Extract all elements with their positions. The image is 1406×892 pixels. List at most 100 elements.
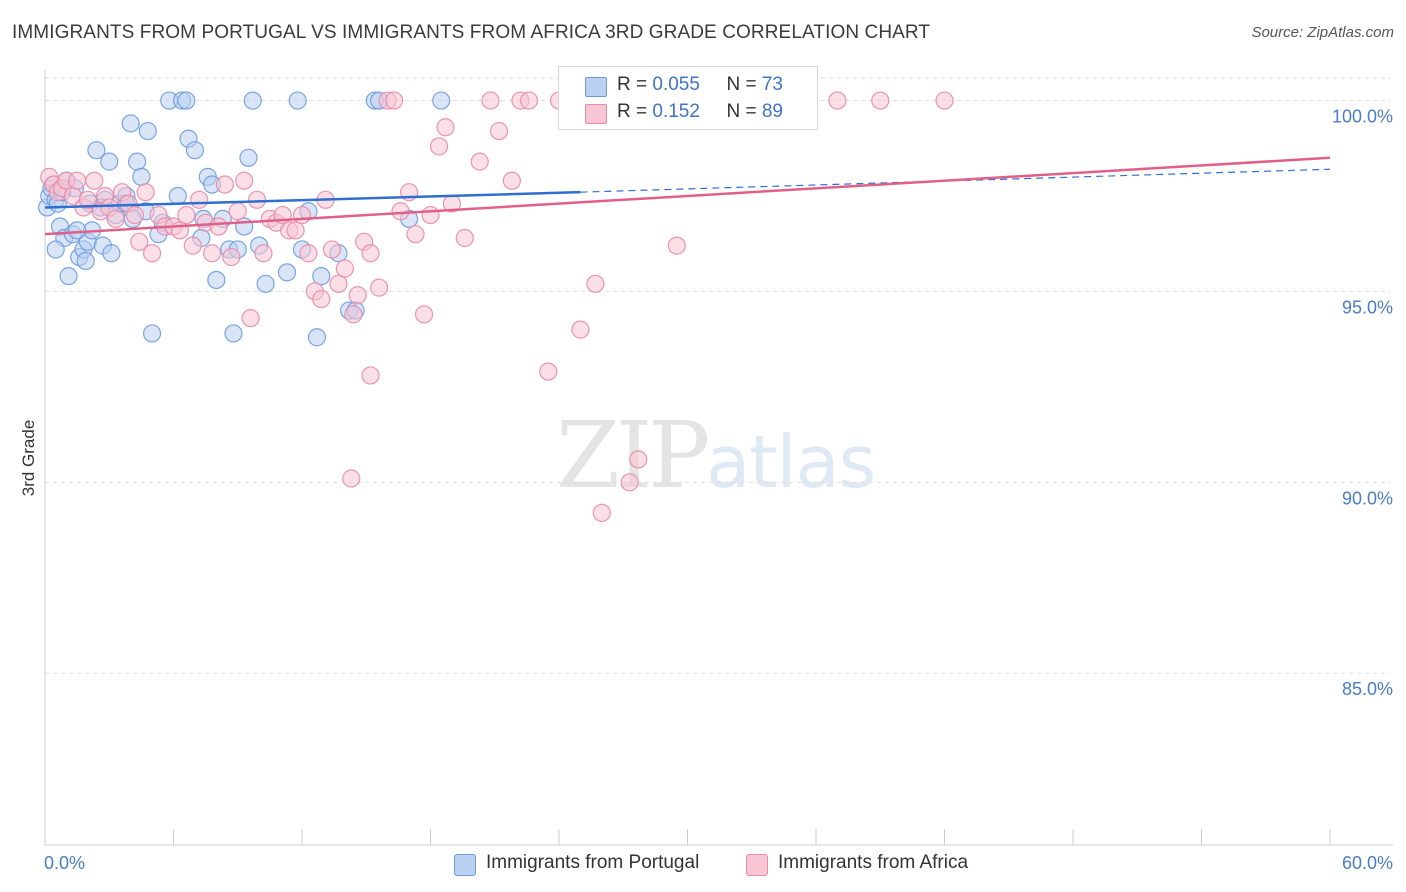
axis-labels: 100.0% 95.0% 90.0% 85.0% 0.0% 60.0% 3rd Grade (19, 107, 1393, 873)
africa-point-43 (299, 244, 318, 263)
africa-point-16 (125, 205, 145, 225)
portugal-point-49 (277, 263, 297, 282)
africa-point-87 (342, 469, 361, 488)
africa-point-9 (85, 171, 104, 190)
africa-point-71 (519, 91, 539, 110)
africa-point-25 (183, 236, 202, 255)
portugal-point-69 (76, 251, 95, 270)
africa-point-60 (414, 305, 434, 324)
africa-point-23 (170, 221, 190, 240)
portugal-point-48 (256, 274, 275, 293)
portugal-point-53 (307, 328, 327, 347)
legend-swatch-africa (585, 104, 607, 124)
watermark: ZIPatlas (556, 402, 876, 509)
portugal-point-67 (168, 186, 187, 206)
portugal-point-54 (312, 267, 331, 286)
africa-point-45 (312, 289, 331, 309)
africa-point-19 (142, 244, 162, 263)
portugal-point-27 (138, 121, 157, 141)
bottom-legend-swatch-africa (746, 854, 768, 876)
africa-point-18 (136, 183, 155, 202)
legend-n-value-portugal: 73 (761, 74, 783, 95)
portugal-point-42 (224, 324, 243, 343)
africa-point-89 (667, 236, 686, 255)
africa-point-34 (241, 309, 260, 328)
africa-point-28 (202, 244, 222, 263)
portugal-point-19 (100, 152, 119, 171)
africa-point-17 (130, 232, 149, 251)
africa-point-8 (78, 190, 97, 209)
africa-point-85 (871, 91, 890, 110)
legend-r-label-africa: R = (617, 101, 653, 122)
watermark-atlas: atlas (706, 420, 876, 504)
trend-lines (44, 156, 1331, 236)
legend-n-label-africa: N = (726, 101, 762, 122)
africa-point-29 (209, 217, 228, 236)
africa-point-49 (335, 259, 354, 278)
africa-point-41 (286, 221, 305, 240)
x-tick-label-1: 60.0% (1342, 853, 1393, 873)
africa-point-63 (436, 118, 455, 137)
portugal-point-50 (288, 91, 307, 110)
africa-point-67 (481, 91, 500, 110)
bottom-legend-label-africa: Immigrants from Africa (778, 852, 969, 873)
legend-r-value-portugal: 0.055 (652, 74, 700, 95)
africa-point-77 (592, 503, 611, 522)
portugal-point-68 (102, 244, 121, 263)
portugal-point-61 (432, 91, 451, 110)
africa-point-66 (470, 152, 489, 171)
y-axis-title: 3rd Grade (19, 420, 38, 497)
portugal-point-24 (127, 152, 147, 171)
portugal-point-16 (87, 141, 106, 160)
legend-r-value-africa: 0.152 (652, 101, 700, 122)
y-tick-label-2: 90.0% (1342, 488, 1393, 508)
correlation-legend: R = 0.055 N = 73 R = 0.152 N = 89 (558, 66, 818, 130)
africa-point-79 (629, 450, 648, 469)
africa-point-84 (828, 91, 847, 110)
africa-point-53 (361, 244, 380, 263)
portugal-point-44 (235, 217, 254, 236)
africa-point-59 (406, 225, 425, 244)
portugal-point-39 (207, 270, 226, 290)
africa-point-56 (384, 91, 404, 110)
africa-point-57 (391, 202, 410, 221)
africa-point-76 (586, 274, 605, 293)
portugal-point-28 (142, 324, 162, 343)
y-tick-label-0: 100.0% (1332, 107, 1393, 127)
africa-point-69 (502, 171, 521, 190)
africa-point-54 (370, 278, 389, 297)
portugal-point-10 (59, 267, 78, 286)
portugal-point-46 (243, 91, 262, 110)
portugal-point-23 (121, 114, 140, 133)
trend-line-africa (44, 156, 1331, 236)
africa-point-36 (254, 244, 273, 263)
africa-point-65 (455, 228, 474, 248)
africa-point-50 (344, 305, 363, 324)
legend-r-label-portugal: R = (617, 74, 653, 95)
africa-point-61 (421, 205, 440, 225)
chart-title: IMMIGRANTS FROM PORTUGAL VS IMMIGRANTS F… (12, 22, 931, 43)
bottom-legend-swatch-portugal (454, 854, 476, 876)
africa-point-33 (235, 171, 254, 190)
africa-point-42 (292, 205, 312, 225)
africa-point-72 (539, 362, 558, 381)
africa-point-88 (361, 366, 380, 385)
africa-point-26 (190, 190, 209, 209)
africa-point-31 (222, 247, 241, 267)
portugal-point-34 (185, 141, 205, 160)
africa-point-13 (106, 209, 125, 228)
y-tick-label-3: 85.0% (1342, 679, 1393, 699)
africa-point-86 (935, 91, 954, 110)
portugal-point-32 (177, 91, 196, 110)
portugal-point-71 (46, 240, 65, 259)
africa-point-30 (215, 175, 234, 194)
legend-swatch-portugal (585, 77, 607, 97)
africa-point-48 (329, 274, 348, 293)
trend-line-portugal (44, 190, 581, 209)
portugal-point-25 (132, 167, 151, 186)
y-tick-label-1: 95.0% (1342, 297, 1393, 317)
africa-point-6 (68, 171, 87, 190)
africa-point-51 (348, 286, 367, 305)
africa-point-62 (429, 137, 449, 156)
